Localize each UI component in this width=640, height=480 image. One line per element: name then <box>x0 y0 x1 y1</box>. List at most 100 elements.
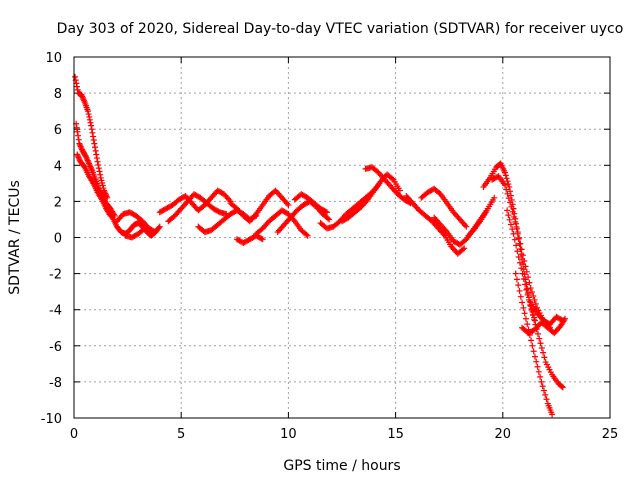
data-point <box>72 73 79 80</box>
data-point <box>501 169 508 176</box>
y-tick-label: 6 <box>54 123 62 138</box>
series-arc-late-6 <box>527 299 566 328</box>
data-point <box>509 208 516 215</box>
data-point <box>542 391 549 398</box>
series-arc-mid-5 <box>233 232 266 246</box>
data-point <box>513 242 520 249</box>
data-point <box>507 199 514 206</box>
data-point <box>506 183 513 190</box>
data-point <box>95 165 102 172</box>
data-points <box>72 73 568 418</box>
data-point <box>540 349 547 356</box>
data-point <box>502 172 509 179</box>
data-point <box>461 245 468 252</box>
data-point <box>92 144 99 151</box>
series-arc-mid-2 <box>165 191 230 225</box>
data-point <box>519 299 526 306</box>
data-point <box>535 368 542 375</box>
data-point <box>516 259 523 266</box>
data-point <box>519 270 526 277</box>
data-point <box>258 235 265 242</box>
x-tick-label: 5 <box>177 427 185 442</box>
data-point <box>534 330 541 337</box>
data-point <box>74 83 81 90</box>
data-point <box>540 387 547 394</box>
data-point <box>534 363 541 370</box>
data-point <box>504 190 511 197</box>
data-point <box>528 307 535 314</box>
y-axis-label: SDTVAR / TECUs <box>7 180 23 295</box>
data-point <box>531 353 538 360</box>
data-point <box>90 137 97 144</box>
data-point <box>504 178 511 185</box>
data-point <box>538 344 545 351</box>
data-point <box>528 337 535 344</box>
data-point <box>501 182 508 189</box>
data-point <box>558 316 565 323</box>
grid-lines <box>74 57 610 418</box>
data-point <box>513 276 520 283</box>
data-point <box>156 223 163 230</box>
data-point <box>503 175 510 182</box>
y-tick-label: -4 <box>49 304 62 319</box>
data-point <box>531 296 538 303</box>
data-point <box>541 354 548 361</box>
data-point <box>94 158 101 165</box>
data-point <box>536 335 543 342</box>
series-arc-late-4 <box>512 270 556 418</box>
data-point <box>74 86 81 93</box>
data-point <box>85 111 92 118</box>
data-point <box>523 268 530 275</box>
y-tick-label: 8 <box>54 87 62 102</box>
data-point <box>524 291 531 298</box>
data-point <box>504 207 511 214</box>
data-point <box>92 147 99 154</box>
x-tick-label: 20 <box>495 427 512 442</box>
data-point <box>87 119 94 126</box>
x-tick-label: 0 <box>70 427 78 442</box>
data-point <box>537 373 544 380</box>
data-point <box>558 383 565 390</box>
data-point <box>549 411 556 418</box>
x-tick-label: 15 <box>387 427 404 442</box>
data-point <box>516 287 523 294</box>
y-tick-label: -6 <box>49 340 62 355</box>
data-point <box>155 224 162 231</box>
data-point <box>522 263 529 270</box>
data-point <box>529 312 536 319</box>
series-arc-mid-15 <box>465 194 498 239</box>
data-point <box>522 315 529 322</box>
data-point <box>524 321 531 328</box>
data-point <box>323 209 330 216</box>
data-point <box>90 133 97 140</box>
x-tick-label: 25 <box>602 427 619 442</box>
data-point <box>518 265 525 272</box>
data-point <box>521 310 528 317</box>
data-point <box>559 317 566 324</box>
data-point <box>559 384 566 391</box>
y-tick-label: 2 <box>54 195 62 210</box>
data-point <box>459 246 466 253</box>
data-point <box>529 342 536 349</box>
data-point <box>530 348 537 355</box>
series-arc-morning-c <box>122 225 155 241</box>
data-point <box>259 236 266 243</box>
data-point <box>88 126 95 133</box>
data-point <box>91 140 98 147</box>
series-arc-early-mid <box>73 120 118 219</box>
x-axis-label: GPS time / hours <box>283 458 400 474</box>
data-point <box>516 234 523 241</box>
data-point <box>146 229 153 236</box>
data-point <box>520 276 527 283</box>
data-point <box>509 226 516 233</box>
data-point <box>463 223 470 230</box>
data-point <box>513 224 520 231</box>
data-point <box>517 293 524 300</box>
series-arc-mid-9 <box>317 182 382 232</box>
data-point <box>326 216 333 223</box>
data-point <box>522 281 529 288</box>
chart-title: Day 303 of 2020, Sidereal Day-to-day VTE… <box>57 21 624 37</box>
data-point <box>539 383 546 390</box>
data-point <box>396 187 403 194</box>
